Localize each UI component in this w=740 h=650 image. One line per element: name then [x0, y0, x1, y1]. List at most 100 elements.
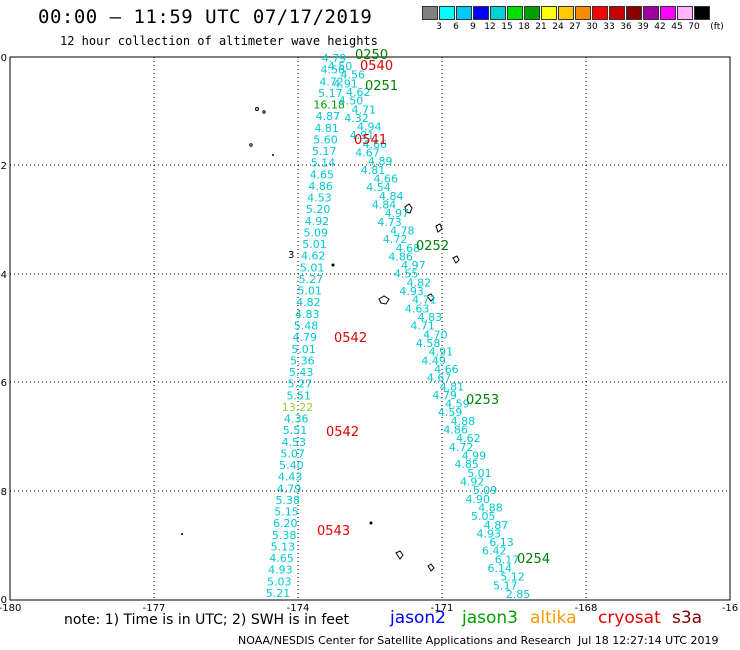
swh-label: 5.27: [299, 273, 324, 286]
swh-label: 4.91: [429, 346, 454, 359]
x-tick-label: -171: [431, 603, 454, 614]
swh-label: 4.70: [423, 328, 448, 341]
legend-swatch: [660, 6, 676, 20]
island-outline: [369, 521, 373, 525]
legend-swatch: [677, 6, 693, 20]
legend-swatch: [490, 6, 506, 20]
legend-swatch: [626, 6, 642, 20]
swh-label: 4.87: [316, 110, 341, 123]
swh-label: 4.71: [410, 320, 435, 333]
swh-label: 6.42: [482, 545, 507, 558]
swh-label: 5.17: [493, 579, 518, 592]
swh-label: 6.17: [495, 553, 520, 566]
pass-time-label: 0542: [334, 331, 367, 346]
swh-label: 4.63: [405, 302, 430, 315]
y-tick-label: -2: [0, 161, 7, 172]
y-tick-label: 0: [1, 53, 7, 64]
swh-label: 5.07: [280, 447, 305, 460]
swh-label: 5.40: [279, 459, 304, 472]
swh-label: 4.81: [440, 380, 465, 393]
swh-label: 5.15: [274, 506, 299, 519]
x-tick-label: -174: [287, 603, 310, 614]
island-outline: [427, 563, 435, 572]
swh-label: 5.38: [272, 529, 297, 542]
swh-label: 4.65: [310, 168, 335, 181]
y-tick-label: -8: [0, 487, 7, 498]
swh-label: 4.86: [308, 180, 333, 193]
swh-label: 4.62: [346, 86, 371, 99]
map-title: 00:00 – 11:59 UTC 07/17/2019: [38, 6, 373, 28]
swh-label: 16.18: [313, 99, 345, 112]
legend-label: 15: [501, 22, 513, 32]
legend-label: 12: [484, 22, 496, 32]
x-tick-label: -16: [722, 603, 738, 614]
swh-label: 4.78: [390, 224, 415, 237]
swh-label: 5.01: [297, 285, 322, 298]
swh-label: 4.71: [412, 294, 437, 307]
map-subtitle: 12 hour collection of altimeter wave hei…: [60, 34, 378, 48]
legend-label: 9: [470, 22, 476, 32]
right-track-labels: 4.504.564.914.624.504.714.324.944.914.66…: [328, 60, 531, 601]
island-outline: [378, 295, 390, 305]
legend-label: 21: [535, 22, 547, 32]
swh-label: 4.72: [449, 441, 474, 454]
swh-label: 4.72: [319, 75, 344, 88]
pass-time-label: 0541: [354, 133, 387, 148]
legend-swatch: [592, 6, 608, 20]
island-outline: [272, 154, 274, 156]
legend-swatch: [643, 6, 659, 20]
footer-credit: NOAA/NESDIS Center for Satellite Applica…: [238, 634, 572, 647]
swh-label: 4.84: [379, 190, 404, 203]
pass-time-label: 0251: [365, 79, 398, 94]
swh-label: 4.91: [333, 77, 358, 90]
legend-unit: (ft): [710, 22, 724, 32]
legend-label: 6: [453, 22, 459, 32]
swh-label: 6.13: [489, 536, 514, 549]
legend-swatch: [524, 6, 540, 20]
y-tick-label: -6: [0, 378, 7, 389]
swh-label: 5.03: [267, 575, 292, 588]
legend-swatch: [507, 6, 523, 20]
swh-label: 5.17: [318, 87, 343, 100]
swh-label: 5.51: [286, 389, 311, 402]
legend-labels: 3 6 9 12 15 18 21 24 27 30 33 36 39 42 45 70 (ft): [422, 20, 740, 32]
swh-label: 4.83: [418, 311, 443, 324]
swh-label: 5.20: [306, 203, 331, 216]
pass-time-label: 0252: [416, 239, 449, 254]
swh-label: 5.60: [313, 133, 338, 146]
legend-swatch: [694, 6, 710, 20]
swh-label: 4.66: [434, 363, 459, 376]
swh-label: 5.05: [471, 510, 496, 523]
swh-label: 4.36: [284, 413, 309, 426]
swh-label: 4.79: [293, 331, 318, 344]
y-tick-label: -4: [0, 270, 7, 281]
swh-label: 4.93: [399, 285, 424, 298]
island-outline: [435, 223, 443, 233]
swh-label: 4.32: [344, 112, 369, 125]
x-tick-label: -168: [575, 603, 598, 614]
left-track-labels: 4.794.564.725.1716.184.874.815.605.175.1…: [266, 52, 347, 600]
swh-label: 4.50: [328, 60, 353, 73]
island-outline: [255, 107, 259, 111]
island-outline: [249, 143, 253, 147]
swh-label: 5.27: [288, 378, 313, 391]
swh-label: 4.83: [295, 308, 320, 321]
swh-label: 4.79: [277, 482, 302, 495]
swh-label: 4.92: [305, 215, 330, 228]
swh-label: 5.13: [271, 540, 296, 553]
island-outline: [395, 550, 404, 560]
legend-label: 24: [552, 22, 564, 32]
swh-label: 4.50: [339, 95, 364, 108]
pass-time-label: 0253: [466, 393, 499, 408]
swh-label: 5.09: [303, 226, 328, 239]
swh-label: 4.82: [296, 296, 321, 309]
legend-label: 36: [620, 22, 632, 32]
y-axis-ticks: 0 -2 -4 -6 -8 -10: [0, 53, 7, 606]
swh-label: 5.48: [294, 320, 319, 333]
island-number-label: 3: [288, 250, 294, 261]
swh-label: 2.85: [506, 588, 531, 601]
swh-label: 5.09: [473, 484, 498, 497]
legend-label: 18: [518, 22, 530, 32]
footer-timestamp: Jul 18 12:27:14 UTC 2019: [578, 634, 719, 647]
